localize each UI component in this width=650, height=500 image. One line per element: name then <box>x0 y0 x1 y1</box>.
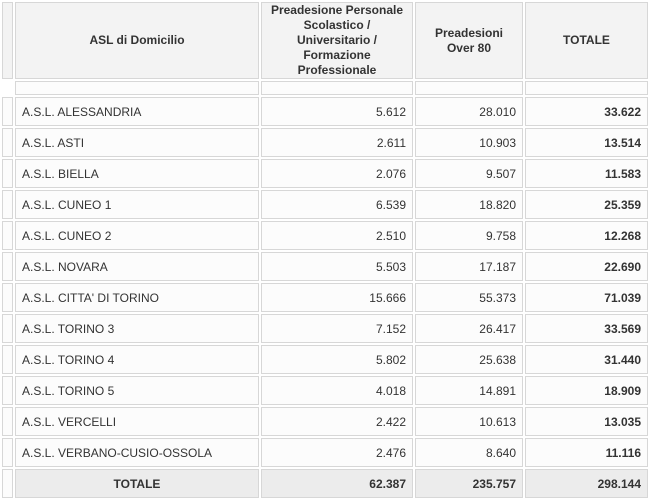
preadesione-cell: 2.510 <box>261 221 413 250</box>
table-row: A.S.L. TORINO 4 5.802 25.638 31.440 <box>2 345 648 374</box>
preadesione-cell: 5.612 <box>261 97 413 126</box>
spacer-cell <box>2 128 13 157</box>
column-header-totale: TOTALE <box>525 2 648 79</box>
header-row: ASL di Domicilio Preadesione Personale S… <box>2 2 648 79</box>
over80-cell: 10.903 <box>415 128 523 157</box>
preadesione-cell: 2.076 <box>261 159 413 188</box>
column-header-preadesioni-over-80: Preadesioni Over 80 <box>415 2 523 79</box>
asl-name-cell: A.S.L. TORINO 3 <box>15 314 259 343</box>
spacer-cell <box>2 252 13 281</box>
preadesione-cell: 5.503 <box>261 252 413 281</box>
spacer-cell <box>2 97 13 126</box>
asl-name-cell: A.S.L. TORINO 5 <box>15 376 259 405</box>
spacer-cell <box>2 438 13 467</box>
totale-preadesione-cell: 62.387 <box>261 469 413 498</box>
over80-cell: 25.638 <box>415 345 523 374</box>
asl-name-cell: A.S.L. CUNEO 1 <box>15 190 259 219</box>
totale-cell: 11.116 <box>525 438 648 467</box>
totale-cell: 33.569 <box>525 314 648 343</box>
column-header-asl-di-domicilio: ASL di Domicilio <box>15 2 259 79</box>
over80-cell: 55.373 <box>415 283 523 312</box>
table-row: A.S.L. BIELLA 2.076 9.507 11.583 <box>2 159 648 188</box>
spacer-cell <box>2 159 13 188</box>
totale-cell: 11.583 <box>525 159 648 188</box>
over80-cell: 8.640 <box>415 438 523 467</box>
over80-cell: 9.507 <box>415 159 523 188</box>
spacer-cell <box>15 81 259 95</box>
spacer-cell <box>2 469 13 498</box>
totale-cell: 33.622 <box>525 97 648 126</box>
spacer-cell <box>2 81 13 95</box>
over80-cell: 9.758 <box>415 221 523 250</box>
header-spacer-row <box>2 81 648 95</box>
asl-name-cell: A.S.L. ASTI <box>15 128 259 157</box>
asl-name-cell: A.S.L. VERCELLI <box>15 407 259 436</box>
totale-cell: 71.039 <box>525 283 648 312</box>
table-row: A.S.L. NOVARA 5.503 17.187 22.690 <box>2 252 648 281</box>
preadesione-cell: 6.539 <box>261 190 413 219</box>
asl-name-cell: A.S.L. VERBANO-CUSIO-OSSOLA <box>15 438 259 467</box>
totale-row: TOTALE 62.387 235.757 298.144 <box>2 469 648 498</box>
table-row: A.S.L. ASTI 2.611 10.903 13.514 <box>2 128 648 157</box>
table-row: A.S.L. TORINO 5 4.018 14.891 18.909 <box>2 376 648 405</box>
spacer-header-cell <box>2 2 13 79</box>
preadesione-cell: 4.018 <box>261 376 413 405</box>
totale-cell: 12.268 <box>525 221 648 250</box>
table-row: A.S.L. ALESSANDRIA 5.612 28.010 33.622 <box>2 97 648 126</box>
spacer-cell <box>2 314 13 343</box>
preadesione-cell: 2.422 <box>261 407 413 436</box>
asl-name-cell: A.S.L. NOVARA <box>15 252 259 281</box>
totale-cell: 22.690 <box>525 252 648 281</box>
table-row: A.S.L. CITTA' DI TORINO 15.666 55.373 71… <box>2 283 648 312</box>
totale-grand-total-cell: 298.144 <box>525 469 648 498</box>
totale-over80-cell: 235.757 <box>415 469 523 498</box>
table-row: A.S.L. VERBANO-CUSIO-OSSOLA 2.476 8.640 … <box>2 438 648 467</box>
over80-cell: 28.010 <box>415 97 523 126</box>
totale-cell: 25.359 <box>525 190 648 219</box>
asl-name-cell: A.S.L. CUNEO 2 <box>15 221 259 250</box>
table-row: A.S.L. VERCELLI 2.422 10.613 13.035 <box>2 407 648 436</box>
spacer-cell <box>2 376 13 405</box>
over80-cell: 26.417 <box>415 314 523 343</box>
spacer-cell <box>2 345 13 374</box>
spacer-cell <box>2 407 13 436</box>
preadesione-cell: 5.802 <box>261 345 413 374</box>
totale-cell: 13.514 <box>525 128 648 157</box>
totale-cell: 31.440 <box>525 345 648 374</box>
spacer-cell <box>415 81 523 95</box>
over80-cell: 10.613 <box>415 407 523 436</box>
asl-name-cell: A.S.L. BIELLA <box>15 159 259 188</box>
over80-cell: 17.187 <box>415 252 523 281</box>
asl-name-cell: A.S.L. ALESSANDRIA <box>15 97 259 126</box>
asl-name-cell: A.S.L. TORINO 4 <box>15 345 259 374</box>
spacer-cell <box>525 81 648 95</box>
over80-cell: 14.891 <box>415 376 523 405</box>
asl-name-cell: A.S.L. CITTA' DI TORINO <box>15 283 259 312</box>
preadesione-cell: 7.152 <box>261 314 413 343</box>
spacer-cell <box>2 221 13 250</box>
preadesione-cell: 15.666 <box>261 283 413 312</box>
table-row: A.S.L. CUNEO 1 6.539 18.820 25.359 <box>2 190 648 219</box>
table-row: A.S.L. TORINO 3 7.152 26.417 33.569 <box>2 314 648 343</box>
totale-cell: 18.909 <box>525 376 648 405</box>
column-header-preadesione-personale: Preadesione Personale Scolastico / Unive… <box>261 2 413 79</box>
totale-cell: 13.035 <box>525 407 648 436</box>
spacer-cell <box>2 190 13 219</box>
preadesione-cell: 2.611 <box>261 128 413 157</box>
spacer-cell <box>261 81 413 95</box>
table-row: A.S.L. CUNEO 2 2.510 9.758 12.268 <box>2 221 648 250</box>
spacer-cell <box>2 283 13 312</box>
over80-cell: 18.820 <box>415 190 523 219</box>
preadesione-cell: 2.476 <box>261 438 413 467</box>
totale-row-label: TOTALE <box>15 469 259 498</box>
